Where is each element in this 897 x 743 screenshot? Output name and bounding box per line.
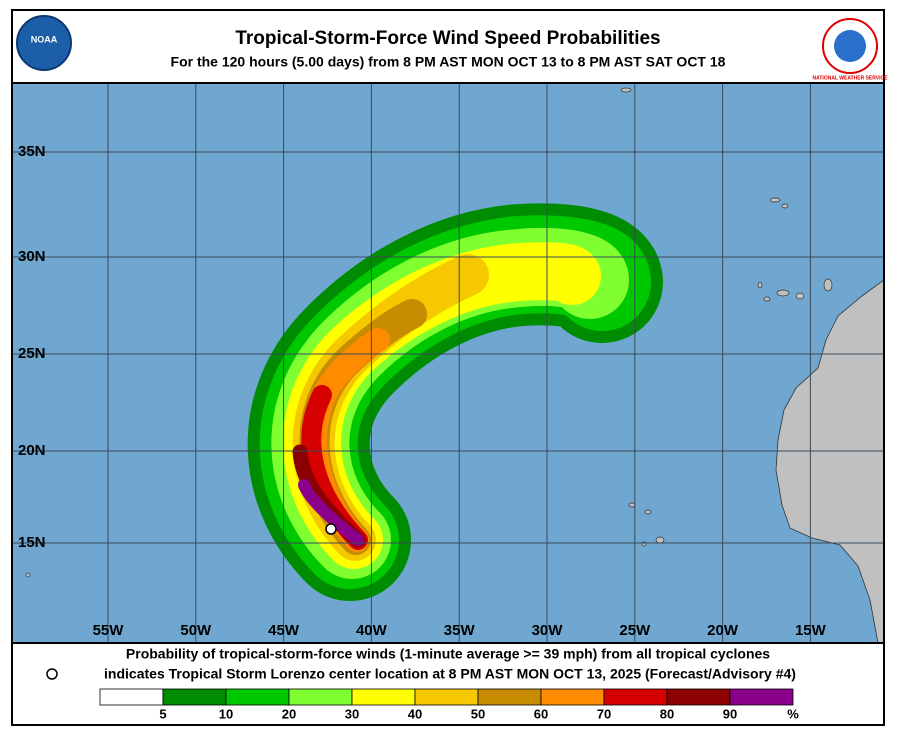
legend-label: 50 [471, 706, 485, 721]
legend-label: 80 [660, 706, 674, 721]
legend-label: 60 [534, 706, 548, 721]
nws-logo-inner [834, 30, 866, 62]
latitude-label: 20N [18, 442, 46, 459]
center-symbol [46, 668, 58, 680]
longitude-label: 55W [93, 622, 125, 639]
legend-swatch [162, 688, 227, 706]
map [12, 83, 884, 643]
ocean [12, 83, 884, 643]
legend: 5 10 20 30 40 50 60 70 80 90% [99, 688, 799, 721]
footer-line1: Probability of tropical-storm-force wind… [126, 646, 770, 662]
legend-label: 70 [597, 706, 611, 721]
legend-label: 10 [219, 706, 233, 721]
noaa-logo-text: NOAA [31, 34, 58, 44]
longitude-label: 50W [180, 622, 212, 639]
longitude-label: 45W [268, 622, 300, 639]
legend-swatch [288, 688, 353, 706]
storm-center [325, 523, 337, 535]
legend-label: % [787, 706, 799, 721]
longitude-label: 15W [795, 622, 827, 639]
legend-swatch [351, 688, 416, 706]
title: Tropical-Storm-Force Wind Speed Probabil… [235, 28, 660, 49]
latitude-label: 25N [18, 345, 46, 362]
legend-swatch [729, 688, 794, 706]
legend-label: 20 [282, 706, 296, 721]
legend-swatch [666, 688, 731, 706]
legend-swatch [99, 688, 164, 706]
longitude-label: 25W [619, 622, 651, 639]
footer-line2: indicates Tropical Storm Lorenzo center … [104, 666, 796, 682]
subtitle: For the 120 hours (5.00 days) from 8 PM … [171, 54, 726, 70]
africa-land [775, 279, 884, 643]
legend-swatch [603, 688, 668, 706]
noaa-logo [16, 15, 72, 71]
legend-label: 90 [723, 706, 737, 721]
legend-swatch [540, 688, 605, 706]
map-border [11, 82, 885, 644]
map-labels: 35N 30N 25N 20N 15N 55W 50W 45W 40W 35W 30W 25W 20W 1… [18, 143, 827, 639]
latitude-label: 35N [18, 143, 46, 160]
longitude-label: 20W [707, 622, 739, 639]
probability-swath [247, 203, 663, 601]
probability-band [298, 479, 364, 546]
legend-label: 5 [159, 706, 166, 721]
longitude-label: 30W [532, 622, 564, 639]
latitude-label: 30N [18, 248, 46, 265]
legend-swatch [225, 688, 290, 706]
legend-swatch [414, 688, 479, 706]
graticule [12, 83, 884, 643]
longitude-label: 40W [356, 622, 388, 639]
legend-swatch [477, 688, 542, 706]
islands [25, 87, 833, 578]
legend-label: 30 [345, 706, 359, 721]
nws-logo-text: NATIONAL WEATHER SERVICE [813, 75, 889, 81]
latitude-label: 15N [18, 534, 46, 551]
longitude-label: 35W [444, 622, 476, 639]
legend-label: 40 [408, 706, 422, 721]
